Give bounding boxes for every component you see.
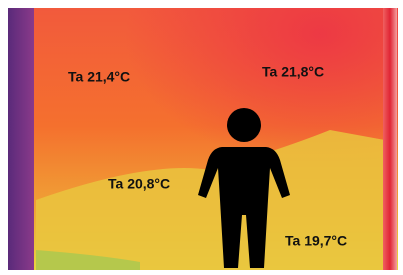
thermal-image: Ta 21,4°C Ta 21,8°C Ta 20,8°C Ta 19,7°C bbox=[0, 0, 403, 275]
cold-wall bbox=[8, 8, 34, 270]
temperature-label: Ta 21,4°C bbox=[68, 69, 130, 85]
temperature-label: Ta 19,7°C bbox=[285, 233, 347, 249]
temperature-label: Ta 21,8°C bbox=[262, 64, 324, 80]
temperature-label: Ta 20,8°C bbox=[108, 176, 170, 192]
radiator bbox=[383, 8, 397, 270]
